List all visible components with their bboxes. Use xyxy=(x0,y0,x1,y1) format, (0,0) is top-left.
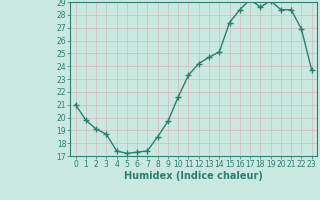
X-axis label: Humidex (Indice chaleur): Humidex (Indice chaleur) xyxy=(124,171,263,181)
